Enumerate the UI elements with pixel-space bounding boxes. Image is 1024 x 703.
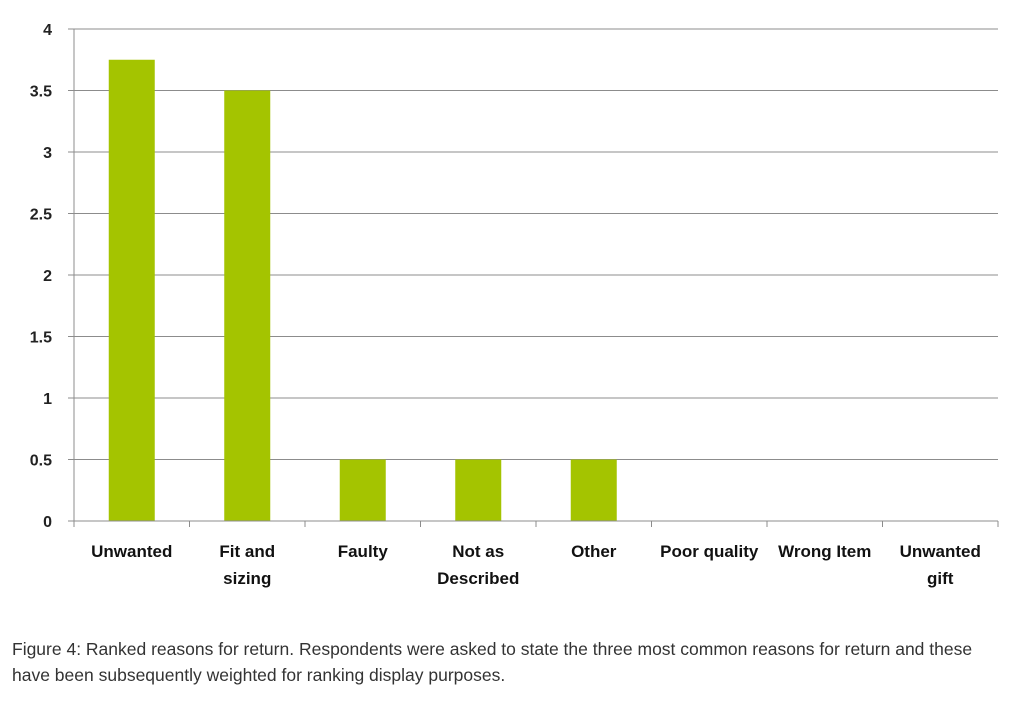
figure-caption: Figure 4: Ranked reasons for return. Res… — [12, 639, 973, 685]
bar-1 — [224, 90, 271, 521]
bar-2 — [339, 459, 386, 521]
y-tick-label: 1.5 — [30, 330, 52, 347]
bar-chart: 0 0.5 1 1.5 2 2.5 3 3.5 4 Unwanted Fit and sizing F… — [30, 22, 999, 588]
bars — [108, 59, 617, 521]
y-tick-label: 3 — [43, 145, 52, 162]
y-tick-label: 4 — [43, 22, 52, 39]
x-tick-label: Described — [437, 569, 519, 588]
x-tick-label: Unwanted — [91, 542, 172, 561]
y-tick-label: 2.5 — [30, 207, 52, 224]
x-tick-label: Fit and — [219, 542, 275, 561]
x-tick-label: Faulty — [338, 542, 389, 561]
bar-3 — [455, 459, 502, 521]
x-axis-labels: Unwanted Fit and sizing Faulty Not as Describ… — [91, 542, 981, 588]
axes — [73, 29, 999, 527]
x-tick-label: Other — [571, 542, 617, 561]
x-tick-label: gift — [927, 569, 954, 588]
y-tick-label: 0 — [43, 514, 52, 531]
bar-0 — [108, 59, 155, 521]
x-tick-label: Unwanted — [900, 542, 981, 561]
x-tick-label: Not as — [452, 542, 504, 561]
gridlines — [74, 28, 998, 460]
y-tick-label: 1 — [43, 391, 52, 408]
y-tick-label: 2 — [43, 268, 52, 285]
y-tick-label: 3.5 — [30, 84, 52, 101]
y-tick-label: 0.5 — [30, 453, 52, 470]
x-tick-label: Wrong Item — [778, 542, 871, 561]
x-tick-label: sizing — [223, 569, 271, 588]
y-axis-ticks: 0 0.5 1 1.5 2 2.5 3 3.5 4 — [30, 22, 74, 531]
bar-4 — [570, 459, 617, 521]
x-tick-label: Poor quality — [660, 542, 759, 561]
